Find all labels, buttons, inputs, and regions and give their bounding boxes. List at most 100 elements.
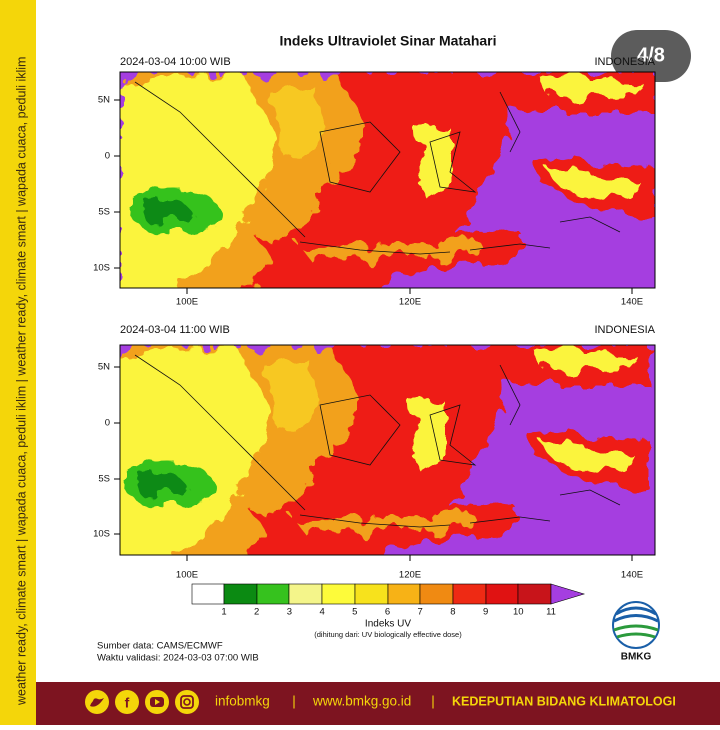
- validity: Waktu validasi: 2024-03-03 07:00 WIB: [97, 653, 259, 664]
- panel-region: INDONESIA: [594, 324, 655, 336]
- colorbar-box: [223, 583, 258, 605]
- lon-label: 140E: [621, 297, 643, 308]
- coastline: [499, 91, 521, 153]
- lon-label: 120E: [399, 570, 421, 581]
- colorbar-box: [288, 583, 323, 605]
- panels: 2024-03-04 10:00 WIB INDONESIA 5N 0 5S 10S 100…: [93, 56, 656, 581]
- side-strip: [0, 0, 36, 725]
- colorbar-arrow: [550, 583, 586, 605]
- lon-label: 100E: [176, 297, 198, 308]
- colorbar-box: [191, 583, 225, 605]
- coastline: [319, 121, 401, 193]
- coastline: [429, 131, 477, 193]
- logo-text: BMKG: [621, 652, 652, 663]
- coastline: [469, 243, 551, 251]
- coastline: [469, 516, 551, 524]
- uv-area: [120, 72, 280, 288]
- uv-field: [120, 72, 655, 288]
- panel-time: 2024-03-04 10:00 WIB: [120, 56, 231, 68]
- coastlines: [134, 354, 621, 528]
- uv-area: [414, 400, 444, 470]
- lat-label: 0: [105, 418, 110, 429]
- uv-area: [270, 82, 330, 162]
- footer-website[interactable]: www.bmkg.go.id: [312, 694, 411, 709]
- uv-area: [134, 473, 184, 497]
- coastline: [319, 394, 401, 466]
- uv-area: [545, 167, 640, 202]
- footer-department: KEDEPUTIAN BIDANG KLIMATOLOGI: [452, 694, 676, 708]
- page-badge: [611, 30, 691, 82]
- footer-separator: |: [292, 694, 296, 709]
- icon-instagram[interactable]: [175, 690, 199, 714]
- colorbar-box: [256, 583, 290, 605]
- colorbar-note: (dihitung dari: UV biologically effectiv…: [314, 630, 462, 639]
- lat-label: 5S: [98, 474, 110, 485]
- coastline: [429, 404, 477, 466]
- coastline: [299, 241, 451, 255]
- colorbar-box: [354, 583, 389, 605]
- coastlines: [134, 81, 621, 255]
- panel-region: INDONESIA: [594, 56, 655, 68]
- colorbar-label: 3: [287, 607, 292, 618]
- uv-area: [300, 242, 480, 260]
- map-frame: [119, 71, 656, 289]
- coastline: [299, 514, 451, 528]
- coastline: [134, 81, 306, 238]
- title: Indeks Ultraviolet Sinar Matahari: [279, 33, 496, 49]
- lat-label: 10S: [93, 529, 110, 540]
- panel-time: 2024-03-04 11:00 WIB: [120, 324, 230, 336]
- colorbar-box: [517, 583, 552, 605]
- uv-area: [540, 77, 640, 100]
- footer-social[interactable]: infobmkg: [215, 694, 270, 709]
- coastline: [559, 489, 621, 506]
- lon-label: 120E: [399, 297, 421, 308]
- social-icons: f: [85, 690, 199, 714]
- coastline: [134, 354, 306, 511]
- colorbar-label: 6: [385, 607, 390, 618]
- colorbar-labels: 1 2 3 4 5 6 7 8 9 10 11: [221, 607, 556, 618]
- icon-facebook[interactable]: [115, 690, 139, 714]
- uv-area: [534, 350, 634, 373]
- uv-area: [264, 355, 324, 435]
- lat-label: 5N: [98, 95, 110, 106]
- colorbar-label: 10: [513, 607, 524, 618]
- coastline: [559, 216, 621, 233]
- lon-label: 140E: [621, 570, 643, 581]
- colorbar-box: [387, 583, 421, 605]
- side-text: weather ready, climate smart | wapada cu…: [14, 57, 28, 706]
- colorbar-label: 5: [352, 607, 357, 618]
- bmkg-logo: [612, 601, 660, 649]
- colorbar-label: 1: [221, 607, 226, 618]
- footer-separator: |: [431, 694, 435, 709]
- lat-label: 5S: [98, 207, 110, 218]
- map-panel: [120, 345, 655, 555]
- colorbar-label: 11: [546, 607, 556, 618]
- colorbar-label: 8: [450, 607, 455, 618]
- colorbar-label: 4: [319, 607, 324, 618]
- coastline: [499, 364, 521, 426]
- uv-field: [120, 345, 649, 555]
- map-frame: [119, 344, 656, 556]
- lat-label: 5N: [98, 362, 110, 373]
- uv-area: [539, 440, 634, 475]
- colorbar-label: 7: [418, 607, 423, 618]
- colorbar-box: [419, 583, 454, 605]
- lon-label: 100E: [176, 570, 198, 581]
- colorbar-box: [485, 583, 519, 605]
- colorbar-box: [452, 583, 487, 605]
- svg-text:f: f: [125, 695, 130, 711]
- uv-area: [420, 127, 450, 197]
- map-panel: [120, 72, 655, 288]
- lat-label: 10S: [93, 263, 110, 274]
- lat-label: 0: [105, 151, 110, 162]
- colorbar-label: 2: [254, 607, 259, 618]
- colorbar-label: 9: [483, 607, 488, 618]
- colorbar-box: [321, 583, 356, 605]
- badge-text: 4/8: [637, 44, 665, 66]
- colorbar-title: Indeks UV: [365, 619, 411, 630]
- uv-area: [294, 515, 474, 533]
- colorbar: [191, 583, 586, 605]
- uv-area: [140, 200, 190, 224]
- source: Sumber data: CAMS/ECMWF: [97, 641, 223, 652]
